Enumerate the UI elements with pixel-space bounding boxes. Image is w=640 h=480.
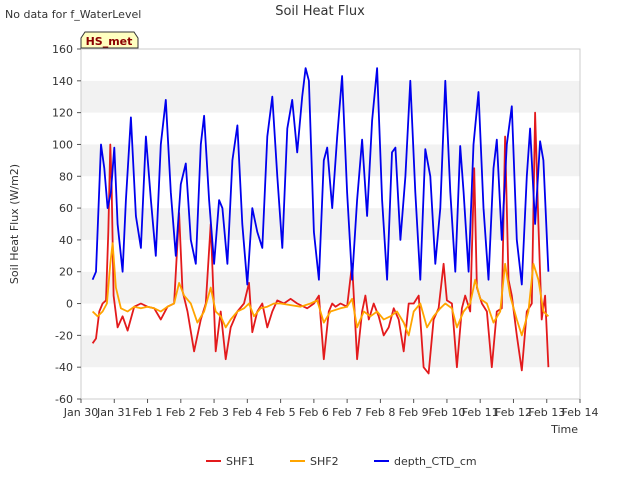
series-line-depth-ctd-cm	[91, 67, 550, 286]
y-tick-label: 100	[52, 138, 73, 151]
y-tick-label: 40	[59, 234, 73, 247]
x-tick-label: Feb 9	[399, 406, 429, 419]
legend-label: SHF2	[310, 455, 339, 468]
legend-label: depth_CTD_cm	[394, 455, 477, 468]
x-tick-label: Jan 30	[63, 406, 98, 419]
grid-band	[81, 49, 580, 81]
x-tick-label: Feb 1	[133, 406, 163, 419]
y-tick-label: 0	[66, 298, 73, 311]
y-tick-label: 140	[52, 75, 73, 88]
y-tick-label: -20	[55, 329, 73, 342]
hs-met-badge-label: HS_met	[86, 35, 133, 48]
grid-band	[81, 208, 580, 240]
x-tick-label: Feb 14	[562, 406, 599, 419]
x-tick-label: Feb 12	[495, 406, 532, 419]
y-tick-label: 160	[52, 43, 73, 56]
x-tick-label: Feb 11	[462, 406, 499, 419]
x-tick-label: Feb 6	[299, 406, 329, 419]
grid-band	[81, 239, 580, 272]
x-tick-label: Feb 4	[232, 406, 262, 419]
chart-title: Soil Heat Flux	[275, 4, 365, 19]
y-axis-ticks: -60 -40 -20 0 20 40 60 80 100 120 140 160	[52, 43, 81, 406]
x-tick-label: Feb 10	[428, 406, 465, 419]
grid-band	[81, 335, 580, 368]
x-tick-label: Feb 7	[332, 406, 362, 419]
y-tick-label: -60	[55, 393, 73, 406]
x-axis-label: Time	[550, 423, 578, 436]
y-axis-label: Soil Heat Flux (W/m2)	[8, 164, 21, 284]
x-tick-label: Feb 8	[365, 406, 395, 419]
legend: SHF1 SHF2 depth_CTD_cm	[206, 455, 477, 468]
x-tick-label: Feb 5	[266, 406, 296, 419]
y-tick-label: 120	[52, 107, 73, 120]
x-tick-label: Feb 2	[166, 406, 196, 419]
series-line-shf1	[91, 111, 550, 375]
grid-band	[81, 367, 580, 399]
series-lines	[91, 67, 550, 375]
no-data-note: No data for f_WaterLevel	[5, 8, 141, 21]
x-tick-label: Feb 13	[528, 406, 565, 419]
y-tick-label: 80	[59, 170, 73, 183]
y-tick-label: 60	[59, 202, 73, 215]
hs-met-badge: HS_met	[80, 31, 139, 49]
series-line-shf2	[91, 242, 550, 337]
grid-band	[81, 271, 580, 304]
grid-bands	[81, 49, 580, 399]
plot-frame	[80, 48, 581, 400]
x-tick-label: Jan 31	[96, 406, 131, 419]
y-tick-label: 20	[59, 266, 73, 279]
grid-band	[81, 80, 580, 113]
legend-label: SHF1	[226, 455, 255, 468]
x-tick-label: Feb 3	[199, 406, 229, 419]
y-tick-label: -40	[55, 361, 73, 374]
